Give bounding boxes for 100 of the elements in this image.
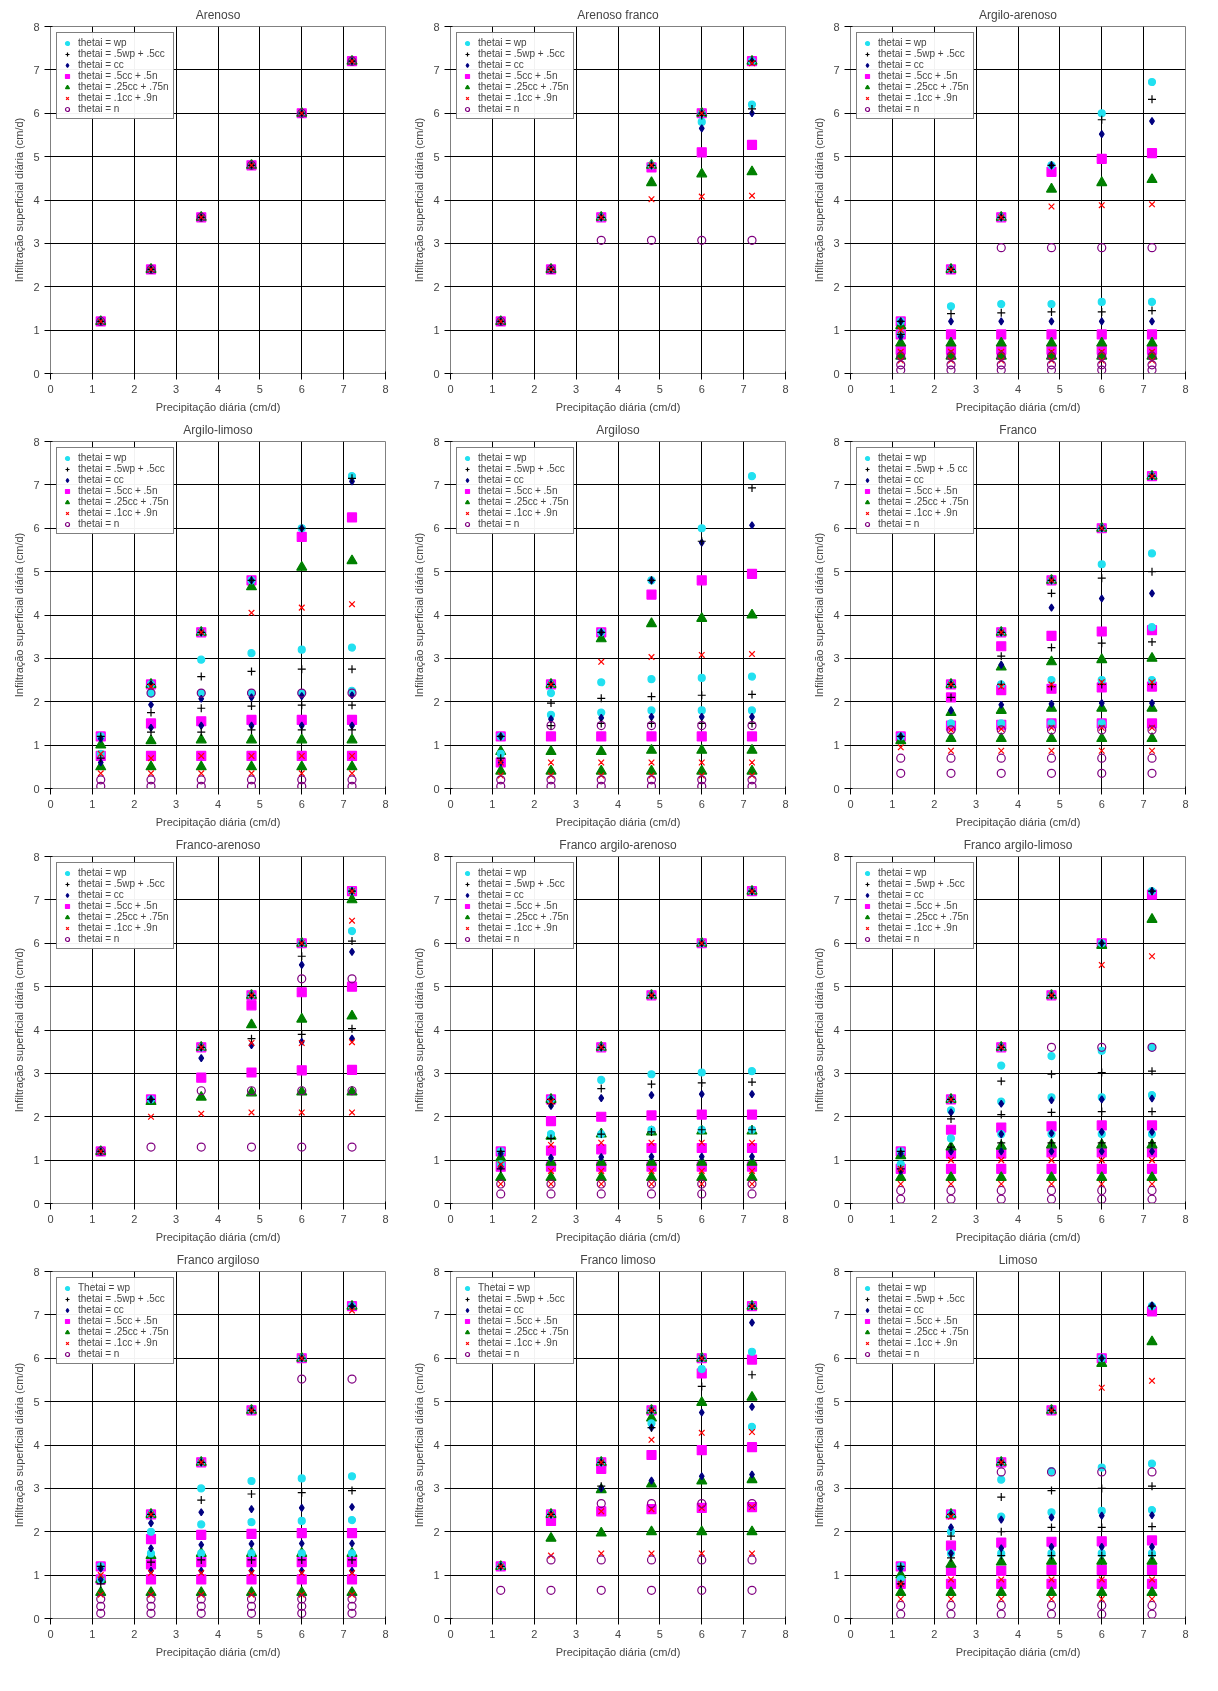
y-tick-label: 8	[33, 850, 40, 863]
x-tick-label: 3	[173, 797, 180, 810]
legend-label: thetai = .5cc + .5n	[478, 485, 558, 496]
y-tick-label: 8	[833, 20, 840, 33]
x-tick-label: 4	[1014, 1212, 1022, 1225]
x-tick-label: 8	[1182, 1627, 1189, 1640]
x-tick-label: 1	[489, 382, 496, 395]
legend-label: thetai = .5cc + .5n	[78, 70, 158, 81]
y-tick-label: 2	[33, 1525, 40, 1538]
y-tick-label: 7	[433, 63, 440, 76]
legend-label: thetai = .5wp + .5 cc	[878, 463, 968, 474]
legend-label: thetai = .25cc + .75n	[78, 911, 169, 922]
y-tick-label: 0	[433, 367, 440, 380]
y-axis-title: Infiltração superficial diária (cm/d)	[413, 117, 426, 283]
legend-label: thetai = .5wp + .5cc	[78, 1293, 165, 1304]
y-tick-label: 8	[33, 20, 40, 33]
x-axis-title: Precipitação diária (cm/d)	[955, 400, 1081, 413]
x-tick-label: 1	[889, 382, 896, 395]
x-tick-label: 4	[614, 1627, 622, 1640]
y-tick-label: 0	[33, 1197, 40, 1210]
y-tick-label: 7	[833, 893, 840, 906]
chart-title: Franco argilo-arenoso	[559, 837, 678, 852]
x-tick-label: 7	[740, 1627, 747, 1640]
y-tick-label: 7	[433, 478, 440, 491]
x-tick-label: 3	[973, 382, 980, 395]
legend-label: thetai = .5cc + .5n	[78, 900, 158, 911]
x-tick-label: 7	[1140, 382, 1147, 395]
y-tick-label: 1	[33, 739, 40, 752]
legend-label: Thetai = wp	[478, 1282, 530, 1293]
x-tick-label: 1	[489, 1212, 496, 1225]
x-tick-label: 0	[47, 797, 54, 810]
y-tick-label: 7	[33, 478, 40, 491]
y-tick-label: 1	[833, 739, 840, 752]
x-tick-label: 8	[782, 797, 789, 810]
x-tick-label: 3	[573, 382, 580, 395]
chart-title: Arenoso franco	[577, 7, 660, 22]
x-tick-label: 3	[973, 1212, 980, 1225]
x-axis-title: Precipitação diária (cm/d)	[955, 1645, 1081, 1658]
x-tick-label: 6	[698, 1627, 705, 1640]
x-tick-label: 8	[382, 797, 389, 810]
x-tick-label: 4	[214, 1212, 222, 1225]
y-tick-label: 5	[33, 565, 40, 578]
y-tick-label: 1	[433, 1569, 440, 1582]
x-tick-label: 5	[1056, 1212, 1063, 1225]
y-tick-label: 7	[433, 1308, 440, 1321]
y-tick-label: 5	[33, 150, 40, 163]
legend-label: thetai = cc	[878, 1304, 924, 1315]
x-tick-label: 2	[531, 1627, 538, 1640]
legend-label: thetai = .5cc + .5n	[878, 900, 958, 911]
y-axis-title: Infiltração superficial diária (cm/d)	[813, 1362, 826, 1528]
x-tick-label: 8	[1182, 1212, 1189, 1225]
legend-label: thetai = .1cc + .9n	[78, 507, 158, 518]
legend-label: thetai = .25cc + .75n	[478, 81, 569, 92]
x-tick-label: 4	[214, 382, 222, 395]
y-tick-label: 7	[33, 1308, 40, 1321]
legend-label: thetai = .25cc + .75n	[878, 911, 969, 922]
y-tick-label: 6	[833, 522, 840, 535]
legend-label: thetai = .5wp + .5cc	[78, 48, 165, 59]
legend-label: thetai = n	[478, 1348, 520, 1359]
chart-title: Franco-arenoso	[175, 837, 261, 852]
y-tick-label: 1	[433, 324, 440, 337]
legend-label: thetai = cc	[78, 1304, 124, 1315]
y-tick-label: 2	[33, 280, 40, 293]
y-tick-label: 2	[33, 1110, 40, 1123]
chart-title: Franco argilo-limoso	[963, 837, 1073, 852]
y-axis-title: Infiltração superficial diária (cm/d)	[13, 532, 26, 698]
legend-label: thetai = wp	[878, 37, 927, 48]
y-tick-label: 4	[33, 1024, 40, 1036]
y-tick-label: 8	[33, 435, 40, 448]
x-tick-label: 5	[656, 797, 663, 810]
x-tick-label: 8	[382, 382, 389, 395]
x-tick-label: 5	[256, 1212, 263, 1225]
x-tick-label: 7	[1140, 1212, 1147, 1225]
legend-label: thetai = n	[78, 933, 120, 944]
chart-title: Argiloso	[596, 422, 640, 437]
chart-title: Franco limoso	[580, 1252, 656, 1267]
legend-label: thetai = .1cc + .9n	[878, 92, 958, 103]
y-tick-label: 4	[33, 609, 40, 621]
legend-label: thetai = wp	[878, 1282, 927, 1293]
y-tick-label: 3	[33, 652, 40, 665]
x-tick-label: 2	[131, 1627, 138, 1640]
y-tick-label: 3	[33, 237, 40, 250]
x-tick-label: 7	[340, 1627, 347, 1640]
legend-label: thetai = cc	[478, 1304, 524, 1315]
y-tick-label: 7	[33, 893, 40, 906]
y-tick-label: 5	[833, 565, 840, 578]
y-tick-label: 4	[433, 609, 440, 621]
y-tick-label: 2	[33, 695, 40, 708]
y-tick-label: 1	[433, 739, 440, 752]
x-tick-label: 3	[173, 1212, 180, 1225]
legend-label: thetai = n	[478, 518, 520, 529]
y-tick-label: 3	[433, 652, 440, 665]
x-tick-label: 6	[298, 1627, 305, 1640]
legend-label: thetai = .5wp + .5cc	[878, 48, 965, 59]
legend-label: thetai = .5wp + .5cc	[878, 878, 965, 889]
legend-label: thetai = cc	[78, 889, 124, 900]
legend-label: thetai = .5cc + .5n	[478, 900, 558, 911]
legend-label: thetai = .5wp + .5cc	[78, 878, 165, 889]
y-axis-title: Infiltração superficial diária (cm/d)	[13, 1362, 26, 1528]
x-tick-label: 4	[1014, 382, 1022, 395]
